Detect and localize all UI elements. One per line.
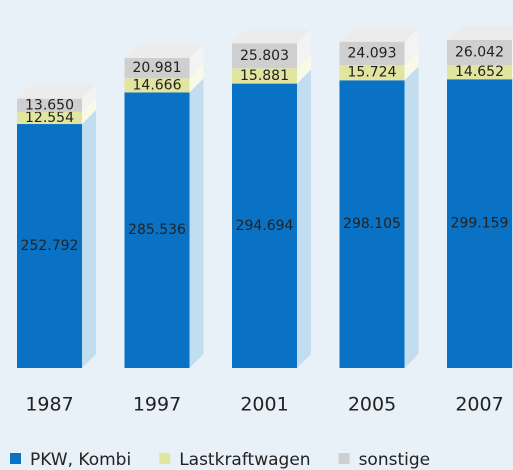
bar-side	[404, 66, 419, 368]
value-label: 14.666	[133, 77, 182, 93]
bar-side	[189, 44, 204, 79]
bar-side	[297, 54, 311, 84]
bar-segment	[17, 124, 82, 368]
value-label: 12.554	[25, 110, 74, 126]
bar-side	[82, 97, 96, 125]
legend-label: Lastkraftwagen	[179, 450, 310, 470]
value-label: 15.724	[348, 65, 397, 81]
x-tick-label: 2001	[240, 394, 288, 416]
bar-segment	[339, 80, 405, 368]
bar-segment	[124, 78, 190, 93]
value-label: 285.536	[128, 222, 186, 238]
legend-swatch	[159, 453, 171, 464]
bar-side	[189, 64, 204, 93]
bar-segment	[232, 68, 297, 84]
legend-label: sonstige	[359, 450, 431, 470]
legend-swatch	[338, 453, 350, 464]
value-label: 298.105	[343, 216, 401, 232]
bar-top	[232, 29, 311, 44]
bar-segment	[17, 111, 82, 125]
bar-side	[82, 110, 96, 368]
x-tick-label: 2005	[348, 394, 396, 416]
bar-segment	[232, 83, 297, 369]
bar-segment	[339, 65, 405, 81]
value-label: 14.652	[455, 64, 504, 80]
bar-side	[82, 84, 96, 112]
legend-swatch	[10, 453, 21, 464]
bar-segment	[17, 98, 82, 112]
bar-segment	[339, 41, 405, 66]
value-label: 13.650	[25, 97, 74, 113]
bar-top	[339, 27, 419, 42]
bar-side	[404, 27, 419, 66]
bar-top	[447, 26, 513, 40]
bar-top	[124, 44, 204, 59]
value-label: 24.093	[348, 45, 397, 61]
value-label: 15.881	[240, 68, 289, 84]
value-label: 294.694	[236, 218, 294, 234]
bar-segment	[447, 79, 512, 368]
bar-side	[297, 29, 311, 69]
bar-segment	[447, 40, 512, 66]
value-label: 20.981	[133, 60, 182, 76]
bar-side	[189, 78, 204, 368]
bar-segment	[124, 92, 190, 368]
bar-side	[404, 51, 419, 81]
value-label: 25.803	[240, 48, 289, 64]
bar-segment	[232, 43, 297, 69]
bar-segment	[447, 65, 512, 80]
value-label: 26.042	[455, 45, 504, 61]
value-label: 252.792	[21, 238, 79, 254]
bar-side	[297, 69, 311, 369]
x-tick-label: 1987	[25, 394, 73, 416]
x-tick-label: 1997	[133, 394, 181, 416]
bar-segment	[124, 58, 190, 79]
bar-top	[17, 84, 96, 99]
x-tick-label: 2007	[455, 394, 503, 416]
value-label: 299.159	[451, 216, 509, 232]
legend-label: PKW, Kombi	[30, 450, 131, 470]
